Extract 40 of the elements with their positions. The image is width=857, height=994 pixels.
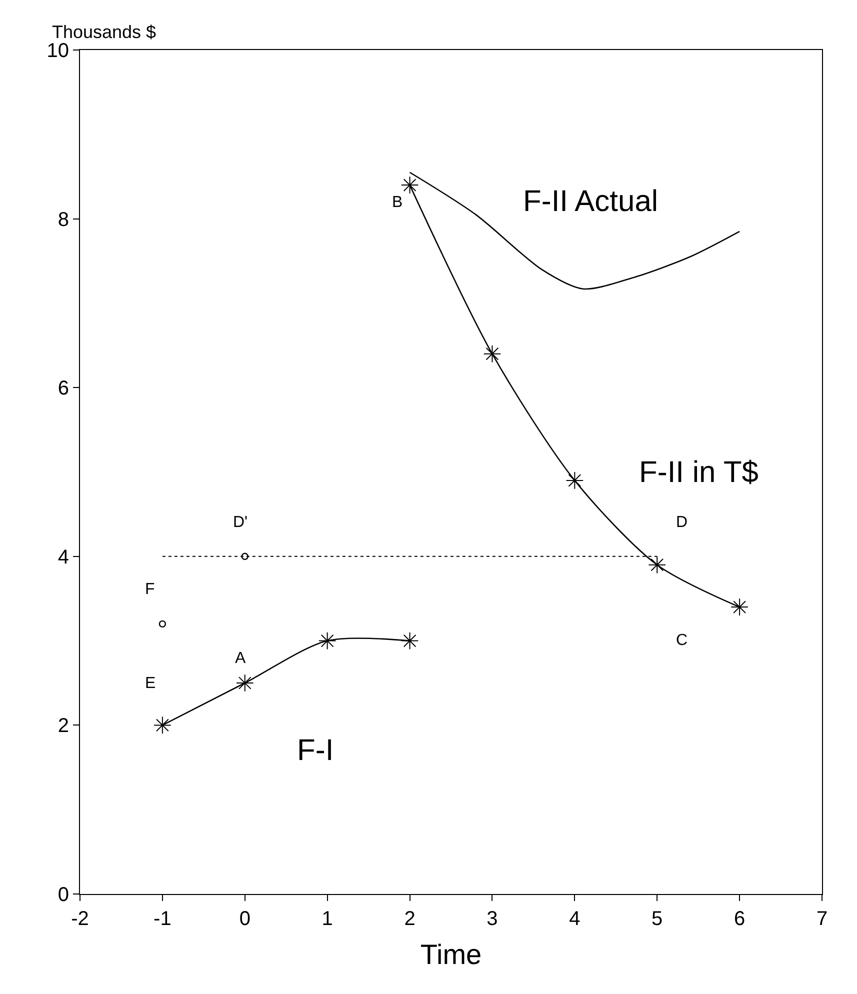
y-tick-label: 8 [58, 208, 69, 231]
y-tick-label: 0 [58, 884, 69, 906]
x-axis-title: Time [420, 939, 482, 970]
x-tick-label: 7 [816, 908, 828, 930]
text: F-I [297, 734, 334, 767]
series-label: F-II Actual [523, 185, 658, 218]
point [236, 674, 254, 692]
annotation: F [145, 581, 155, 598]
annotation: D' [233, 514, 248, 531]
x-tick-label: 0 [239, 908, 250, 930]
point [241, 552, 248, 560]
x-tick-label: 6 [734, 908, 746, 930]
y-tick-label: 10 [46, 40, 69, 62]
point [318, 632, 336, 650]
x-tick-label: -2 [71, 908, 89, 930]
y-tick-label: 4 [58, 546, 69, 568]
x-tick-label: 3 [486, 908, 498, 930]
annotation: B [392, 194, 403, 211]
point [158, 620, 166, 628]
x-tick-label: 2 [404, 908, 416, 930]
point [648, 556, 666, 574]
annotation: E [145, 675, 156, 692]
y-tick-label: 6 [58, 378, 69, 400]
point [154, 716, 172, 734]
y-axis-title: Thousands $ [52, 22, 156, 42]
point [566, 472, 584, 490]
point [483, 344, 502, 363]
annotation: D [676, 514, 688, 531]
x-tick-label: 4 [569, 908, 580, 930]
point [400, 632, 419, 650]
point [400, 176, 419, 194]
line-series [409, 172, 740, 290]
point [730, 598, 748, 616]
x-tick-label: 5 [652, 908, 663, 930]
annotation: A [235, 650, 246, 667]
x-tick-label: 1 [322, 908, 333, 930]
y-tick-label: 2 [58, 715, 69, 738]
annotation: C [676, 632, 688, 649]
x-tick-label: -1 [154, 908, 172, 930]
series-label: F-II in T$ [639, 456, 759, 489]
